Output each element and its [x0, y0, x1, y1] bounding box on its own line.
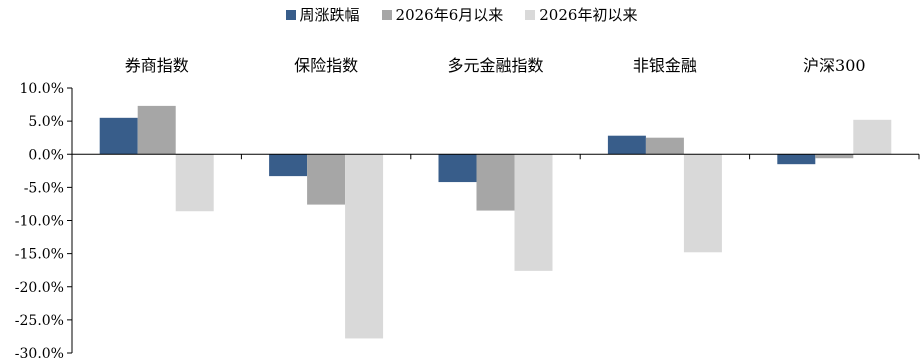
category-label: 非银金融: [633, 56, 697, 75]
bar-0-2: [175, 154, 214, 212]
bar-1-2: [345, 154, 384, 339]
category-label: 券商指数: [125, 56, 189, 75]
bar-0-1: [137, 105, 176, 155]
legend-swatch-series-1: [381, 9, 392, 20]
category-label: 多元金融指数: [447, 56, 543, 75]
y-tick-label: -25.0%: [15, 313, 64, 329]
bar-1-1: [307, 154, 346, 205]
y-tick-label: 0.0%: [28, 147, 64, 163]
y-tick-label: 10.0%: [20, 81, 64, 97]
bar-0-0: [99, 117, 138, 155]
bar-4-1: [815, 154, 854, 159]
legend-label-series-2: 2026年初以来: [539, 6, 638, 24]
legend-swatch-series-0: [285, 9, 296, 20]
y-tick-label: -15.0%: [15, 247, 64, 263]
y-tick-label: -30.0%: [15, 346, 64, 362]
legend-label-series-1: 2026年6月以来: [395, 6, 504, 24]
y-tick-label: -10.0%: [15, 214, 64, 230]
y-tick-label: 5.0%: [28, 114, 64, 130]
bar-2-1: [476, 154, 515, 211]
chart-legend: 周涨跌幅 2026年6月以来 2026年初以来: [0, 4, 923, 25]
legend-item-series-2: 2026年初以来: [525, 4, 637, 25]
category-label: 保险指数: [294, 56, 358, 75]
bar-4-0: [777, 154, 816, 165]
bar-1-0: [269, 154, 308, 177]
legend-item-series-1: 2026年6月以来: [381, 4, 504, 25]
y-tick-label: -20.0%: [15, 280, 64, 296]
bar-2-0: [438, 154, 477, 183]
legend-label-series-0: 周涨跌幅: [299, 6, 360, 24]
bar-2-2: [514, 154, 553, 271]
bar-3-0: [607, 135, 646, 155]
y-tick-label: -5.0%: [24, 180, 64, 196]
bar-4-2: [853, 119, 892, 155]
category-label: 沪深300: [803, 56, 866, 75]
bar-3-2: [683, 154, 722, 253]
legend-item-series-0: 周涨跌幅: [285, 4, 360, 25]
bar-3-1: [645, 137, 684, 155]
legend-swatch-series-2: [525, 9, 536, 20]
